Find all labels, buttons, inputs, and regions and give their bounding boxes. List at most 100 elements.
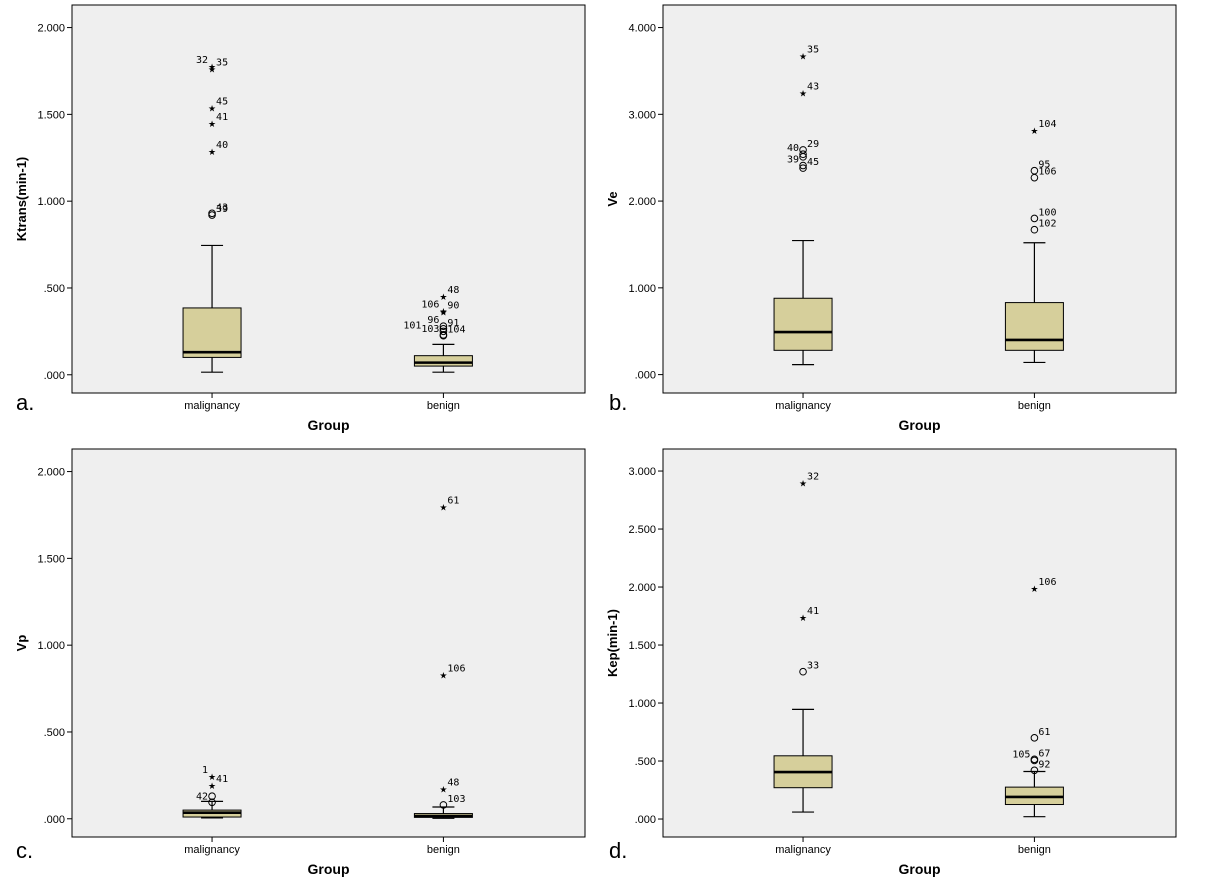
x-tick-label: malignancy [184,844,240,856]
outlier-case-label: 95 [1038,160,1050,171]
outlier-circle [439,331,448,340]
outlier-circle [799,667,807,676]
outlier-case-label: 91 [447,318,459,329]
x-tick-label: benign [1018,400,1051,412]
outlier-circle [1030,173,1039,182]
chart-panel-b: .000 1.000 2.000 3.000 4.000 malignancy benign… [605,4,1177,433]
extreme-outlier-star: ★ [1030,585,1038,595]
outlier-case-label: 41 [807,606,819,617]
y-tick-label: .500 [635,756,656,768]
plot-area [662,4,1177,394]
extreme-outlier-star: ★ [439,785,447,795]
y-tick-label: 1.500 [628,640,656,652]
outlier-circle [799,153,807,161]
outlier-case-label: 33 [807,661,819,672]
y-axis-title: Vp [14,635,29,652]
outlier-case-label: 67 [1038,748,1050,759]
outlier-case-label: 102 [1038,219,1056,230]
extreme-outlier-star: ★ [439,308,447,318]
extreme-outlier-star: ★ [439,293,447,303]
outlier-case-label: 90 [447,300,459,311]
outlier-case-label: 105 [1012,749,1030,760]
outlier-case-label: 41 [216,774,228,785]
x-axis-title: Group [308,417,350,433]
plot-area [71,448,586,838]
extreme-outlier-star: ★ [799,614,807,624]
outlier-case-label: 106 [421,300,439,311]
outlier-case-label: 40 [216,140,228,151]
outlier-case-label: 32 [196,55,208,66]
y-tick-label: 3.000 [628,466,656,478]
outlier-case-label: 104 [1038,119,1056,130]
y-tick-label: 1.000 [37,640,65,652]
extreme-outlier-star: ★ [208,104,216,114]
outlier-case-label: 39 [787,155,799,166]
extreme-outlier-star: ★ [208,120,216,130]
outlier-circle [1030,214,1039,223]
extreme-outlier-star: ★ [1030,127,1038,137]
extreme-outlier-star: ★ [799,52,807,62]
y-axis-title: Ve [605,191,620,206]
y-axis-title: Kep(min-1) [605,609,620,677]
outlier-case-label: 29 [807,139,819,150]
extreme-outlier-star: ★ [208,782,216,792]
x-tick-label: malignancy [775,844,831,856]
plot-area [71,4,586,394]
x-tick-label: benign [427,844,460,856]
outlier-case-label: 96 [427,315,439,326]
outlier-circle [799,161,807,170]
outlier-circle [799,150,807,159]
y-tick-label: 1.000 [37,196,65,208]
boxplot-malignancy: ★1★41 42 [182,765,242,819]
x-tick-label: malignancy [775,400,831,412]
outlier-case-label: 61 [1038,727,1050,738]
extreme-outlier-star: ★ [439,308,447,318]
boxplot-benign: ★106 61 67 105 92 [1004,577,1064,818]
outlier-case-label: 48 [447,285,459,296]
outlier-case-label: 35 [216,57,228,68]
outlier-case-label: 43 [807,82,819,93]
outlier-case-label: 101 [403,320,421,331]
chart-panel-d: .000 .500 1.000 1.500 2.000 2.500 3.000 maligna… [605,448,1177,877]
y-tick-label: 1.500 [37,109,65,121]
outlier-circle [439,322,448,330]
extreme-outlier-star: ★ [208,63,216,73]
outlier-circle [439,801,448,809]
y-axis-title: Ktrans(min-1) [14,157,29,242]
outlier-circle [439,327,448,336]
extreme-outlier-star: ★ [799,90,807,100]
y-tick-label: 4.000 [628,23,656,35]
iqr-box [1004,302,1064,351]
outlier-case-label: 61 [447,495,459,506]
y-tick-label: 2.000 [628,582,656,594]
outlier-circle [799,164,807,172]
panel-label: a. [16,390,34,415]
y-tick-label: 2.000 [37,467,65,479]
y-tick-label: 2.000 [37,23,65,35]
outlier-case-label: 100 [1038,207,1056,218]
outlier-case-label: 35 [807,44,819,55]
outlier-circle [1030,766,1039,775]
panel-label: c. [16,838,33,863]
extreme-outlier-star: ★ [439,672,447,682]
iqr-box [182,307,242,358]
outlier-case-label: 103 [421,324,439,335]
x-axis-title: Group [899,417,941,433]
extreme-outlier-star: ★ [799,480,807,490]
iqr-box [413,355,473,367]
y-tick-label: .000 [635,370,656,382]
panel-label: d. [609,838,627,863]
outlier-case-label: 41 [216,112,228,123]
panel-label: b. [609,390,627,415]
extreme-outlier-star: ★ [208,65,216,75]
y-tick-label: 1.000 [628,698,656,710]
iqr-box [773,297,833,351]
outlier-circle [1030,756,1039,765]
outlier-case-label: 39 [216,204,228,215]
outlier-case-label: 40 [787,143,799,154]
